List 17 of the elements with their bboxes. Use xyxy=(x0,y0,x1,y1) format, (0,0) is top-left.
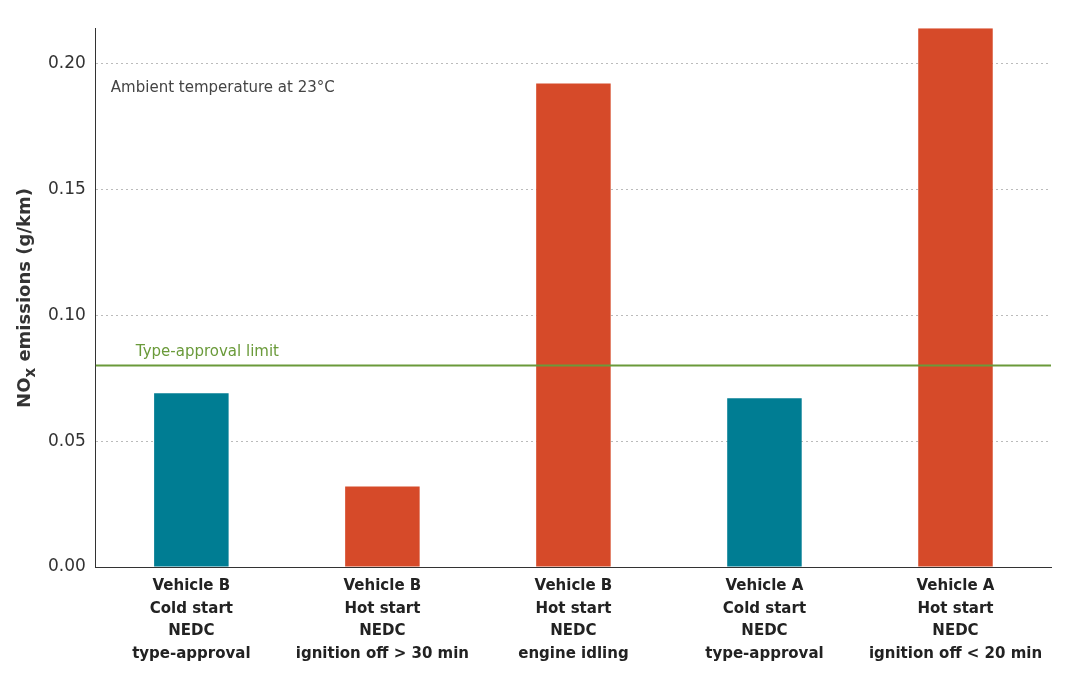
ref-line-label: Type-approval limit xyxy=(134,341,280,360)
x-tick-label: Vehicle B Hot start NEDC ignition off > 30 min xyxy=(295,576,470,662)
y-tick-label: 0.05 xyxy=(47,429,86,450)
y-tick-label: 0.00 xyxy=(47,555,86,576)
annotation: Ambient temperature at 23°C xyxy=(110,77,335,96)
x-tick-label: Vehicle B Hot start NEDC engine idling xyxy=(518,576,629,662)
bar xyxy=(918,28,993,567)
bar xyxy=(727,398,802,567)
x-tick-label: Vehicle B Cold start NEDC type-approval xyxy=(132,576,251,662)
y-tick-label: 0.10 xyxy=(47,303,86,324)
x-tick-label: Vehicle A Hot start NEDC ignition off < 20 min xyxy=(868,576,1043,662)
x-tick-label: Vehicle A Cold start NEDC type-approval xyxy=(705,576,824,662)
bar xyxy=(154,393,229,567)
y-tick-label: 0.15 xyxy=(47,177,86,198)
bar xyxy=(345,486,420,567)
y-tick-label: 0.20 xyxy=(47,51,86,72)
bar xyxy=(536,83,611,567)
